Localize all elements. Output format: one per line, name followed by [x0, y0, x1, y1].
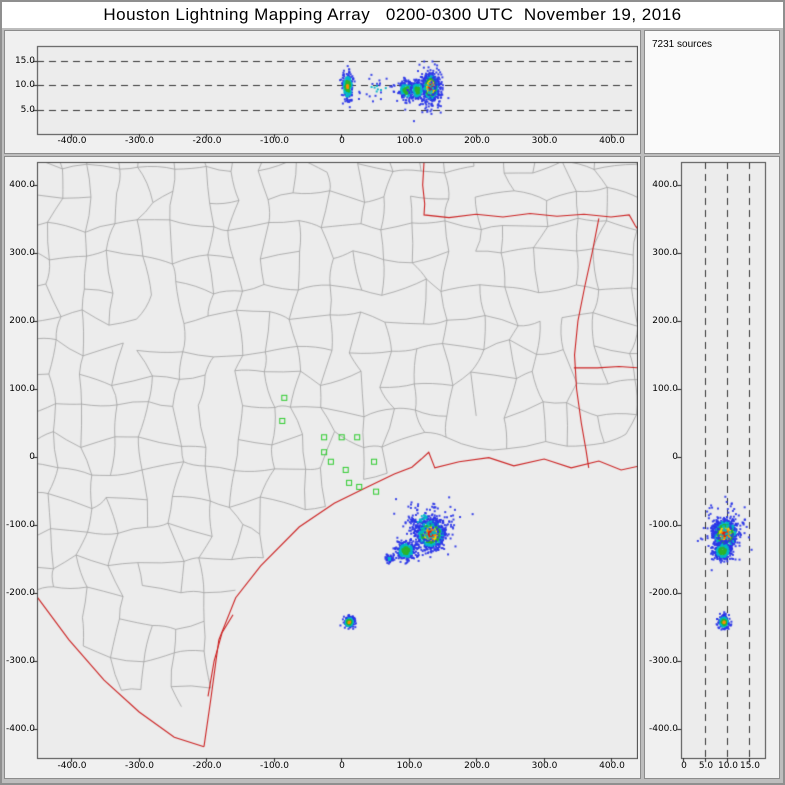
sources-panel: 7231 sources: [644, 30, 780, 154]
altitude-ns-panel: [644, 156, 780, 779]
altitude-ew-panel: [4, 30, 641, 154]
title-bar: Houston Lightning Mapping Array 0200-030…: [2, 2, 783, 28]
plan-view-map-plot[interactable]: [5, 157, 638, 776]
altitude-ew-plot[interactable]: [5, 31, 638, 151]
sources-count-label: 7231 sources: [652, 39, 713, 50]
plan-view-map-panel: [4, 156, 641, 779]
window-title: Houston Lightning Mapping Array 0200-030…: [103, 5, 682, 24]
altitude-ns-plot[interactable]: [645, 157, 777, 776]
